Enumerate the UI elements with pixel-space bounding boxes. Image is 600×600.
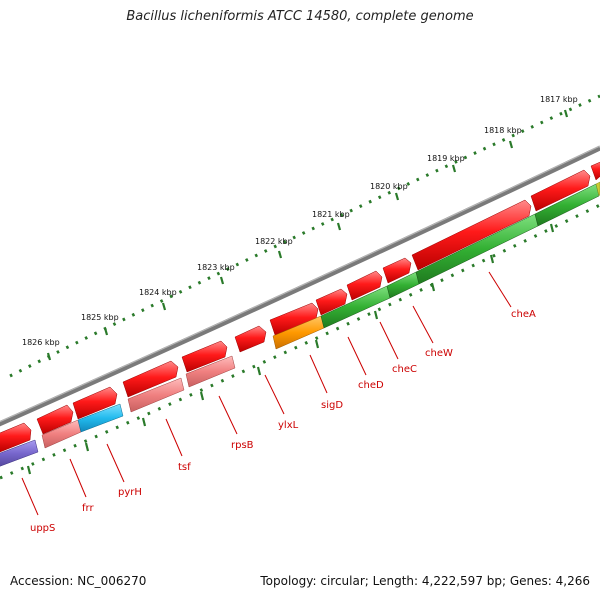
inner-tick <box>256 366 262 376</box>
inner-tick <box>314 339 320 349</box>
gene-arrow <box>269 302 319 336</box>
gene-label-frr: frr <box>82 503 94 514</box>
gene-label-cheD: cheD <box>358 380 384 391</box>
scale-tick <box>451 164 457 173</box>
inner-tick <box>373 310 379 320</box>
scale-label-1825: 1825 kbp <box>81 313 119 322</box>
scale-label-1818: 1818 kbp <box>484 126 522 135</box>
gene-label-cheA: cheA <box>511 309 536 320</box>
genome-summary-text: Topology: circular; Length: 4,222,597 bp… <box>260 574 590 588</box>
inner-tick <box>430 282 436 292</box>
gene-leaders <box>21 271 512 516</box>
inner-tick <box>489 254 495 264</box>
gene-arrow <box>0 422 32 453</box>
scale-tick <box>563 109 569 118</box>
gene-bar-pyrH <box>77 403 124 433</box>
leader-uppS <box>21 477 39 516</box>
gene-bar-uppS <box>0 439 39 467</box>
gene-bar-rpsB <box>185 355 236 388</box>
scale-tick <box>394 192 400 201</box>
leader-ylxL <box>264 374 285 415</box>
scale-tick <box>161 302 167 311</box>
gene-arrow <box>315 288 348 316</box>
gene-label-ylxL: ylxL <box>278 420 299 431</box>
leader-cheD <box>347 336 367 376</box>
scale-label-1817: 1817 kbp <box>540 95 578 104</box>
leader-rpsB <box>218 395 238 435</box>
gene-arrow <box>122 360 179 398</box>
inner-tick <box>549 223 555 233</box>
leader-sigD <box>309 354 328 394</box>
leader-cheW <box>412 305 434 344</box>
scale-tick <box>219 276 225 285</box>
gene-label-pyrH: pyrH <box>118 487 142 498</box>
genome-backbone-highlight <box>0 145 600 423</box>
scale-label-1822: 1822 kbp <box>255 237 293 246</box>
accession-text: Accession: NC_006270 <box>10 574 147 588</box>
scale-tick <box>336 222 342 231</box>
scale-label-1826: 1826 kbp <box>22 338 60 347</box>
gene-arrow <box>72 386 118 420</box>
leader-cheA <box>488 271 512 308</box>
scale-label-1821: 1821 kbp <box>312 210 350 219</box>
leader-pyrH <box>106 443 125 483</box>
forward-strand-genes <box>0 161 600 453</box>
scale-tick <box>46 352 52 361</box>
genome-backbone <box>0 145 600 427</box>
inner-tick <box>84 442 90 452</box>
leader-cheC <box>379 321 399 360</box>
map-title: Bacillus licheniformis ATCC 14580, compl… <box>126 9 474 24</box>
gene-arrow <box>36 404 74 435</box>
gene-bar-edge <box>595 181 600 197</box>
scale-label-1823: 1823 kbp <box>197 263 235 272</box>
gene-arrow <box>181 340 228 373</box>
gene-arrow <box>346 270 383 301</box>
gene-arrow <box>530 169 591 212</box>
scale-tick <box>277 250 283 259</box>
inner-tick <box>141 417 147 427</box>
inner-dotted-arc <box>0 203 600 480</box>
gene-bar-tsf <box>127 377 185 413</box>
inner-tick <box>26 465 32 475</box>
scale-label-1824: 1824 kbp <box>139 288 177 297</box>
gene-arrow <box>234 325 267 353</box>
gene-arrow <box>590 161 600 181</box>
gene-label-tsf: tsf <box>178 462 191 473</box>
scale-label-1820: 1820 kbp <box>370 182 408 191</box>
inner-tick <box>199 391 205 401</box>
gene-label-rpsB: rpsB <box>231 440 254 451</box>
scale-label-1819: 1819 kbp <box>427 154 465 163</box>
gene-label-cheC: cheC <box>392 364 417 375</box>
gene-arrow <box>382 257 412 284</box>
gene-label-cheW: cheW <box>425 348 453 359</box>
gene-label-sigD: sigD <box>321 400 343 411</box>
scale-tick <box>508 140 514 149</box>
leader-tsf <box>165 418 183 457</box>
gene-label-uppS: uppS <box>30 523 55 534</box>
leader-frr <box>69 458 87 498</box>
gene-arrow <box>411 199 532 271</box>
scale-tick <box>103 327 109 336</box>
reverse-strand-genes <box>0 181 600 467</box>
kbp-scale: 1817 kbp 1818 kbp 1819 kbp 1820 kbp 1821… <box>9 94 600 378</box>
